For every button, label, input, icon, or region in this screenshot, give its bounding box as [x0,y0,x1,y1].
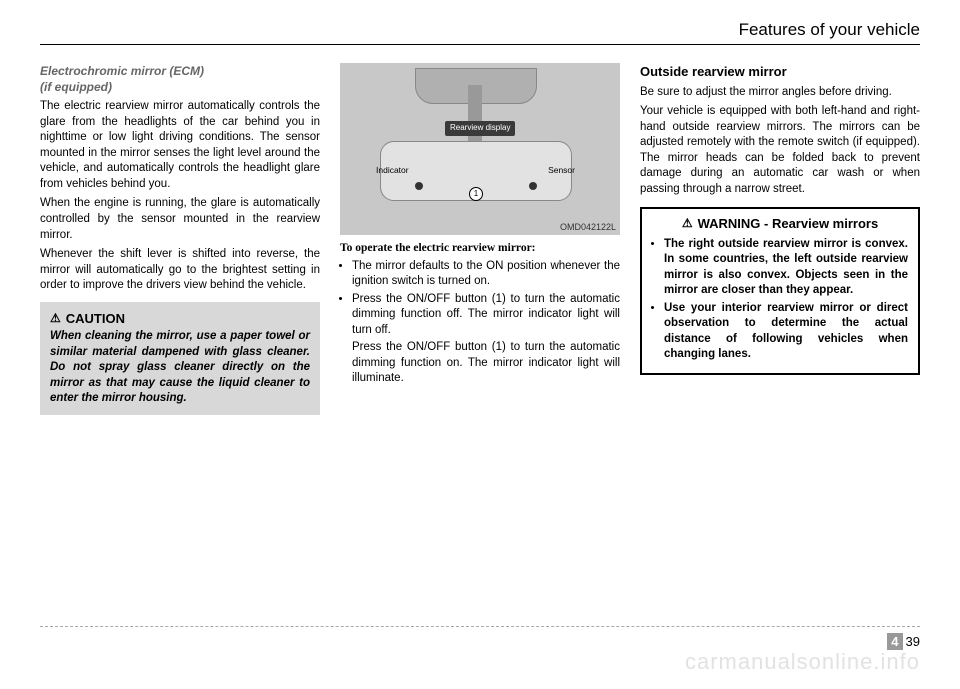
section-header: Features of your vehicle [40,20,920,40]
chapter-number: 4 [887,633,902,650]
operate-item-1: The mirror defaults to the ON position w… [352,259,620,290]
column-3: Outside rearview mirror Be sure to adjus… [640,63,920,415]
warning-box: ⚠ WARNING - Rearview mirrors The right o… [640,207,920,375]
sensor-dot [529,182,537,190]
content-columns: Electrochromic mirror (ECM) (if equipped… [40,63,920,415]
caution-title-text: CAUTION [66,310,125,328]
rearview-display-label: Rearview display [445,121,515,136]
outside-mirror-p1: Be sure to adjust the mirror angles befo… [640,85,920,101]
watermark: carmanualsonline.info [685,649,920,675]
warning-title-text: WARNING - Rearview mirrors [698,215,879,233]
ecm-para2: When the engine is running, the glare is… [40,196,320,243]
button-number: 1 [469,187,483,201]
header-divider [40,44,920,45]
warning-title: ⚠ WARNING - Rearview mirrors [652,215,908,233]
operate-list: The mirror defaults to the ON position w… [340,259,620,339]
caution-title: ⚠ CAUTION [50,310,310,328]
footer-dashed-line [40,626,920,627]
manual-page: Features of your vehicle Electrochromic … [0,0,960,689]
page-number-value: 39 [903,634,920,649]
ecm-heading-line1: Electrochromic mirror (ECM) [40,64,204,78]
ecm-para1: The electric rearview mirror automatical… [40,99,320,192]
caution-body: When cleaning the mirror, use a paper to… [50,329,310,407]
operate-item-2: Press the ON/OFF button (1) to turn the … [352,292,620,339]
warning-list: The right outside rearview mirror is con… [652,237,908,363]
mirror-diagram: Rearview display Indicator Sensor 1 OMD0… [340,63,620,235]
column-2: Rearview display Indicator Sensor 1 OMD0… [340,63,620,415]
caution-icon: ⚠ [50,310,61,326]
operate-heading: To operate the electric rearview mirror: [340,241,620,257]
outside-mirror-heading: Outside rearview mirror [640,63,920,81]
caution-box: ⚠ CAUTION When cleaning the mirror, use … [40,302,320,415]
indicator-label: Indicator [376,165,409,176]
page-number: 439 [887,634,920,649]
warning-item-1: The right outside rearview mirror is con… [664,237,908,299]
warning-item-2: Use your interior rearview mirror or dir… [664,301,908,363]
sensor-label: Sensor [548,165,575,176]
warning-icon: ⚠ [682,215,693,231]
ecm-para3: Whenever the shift lever is shifted into… [40,247,320,294]
column-1: Electrochromic mirror (ECM) (if equipped… [40,63,320,415]
ecm-heading: Electrochromic mirror (ECM) (if equipped… [40,63,320,95]
operate-item-3: Press the ON/OFF button (1) to turn the … [340,340,620,387]
outside-mirror-p2: Your vehicle is equipped with both left-… [640,104,920,197]
diagram-code: OMD042122L [560,221,616,233]
ecm-heading-line2: (if equipped) [40,80,112,94]
indicator-dot [415,182,423,190]
